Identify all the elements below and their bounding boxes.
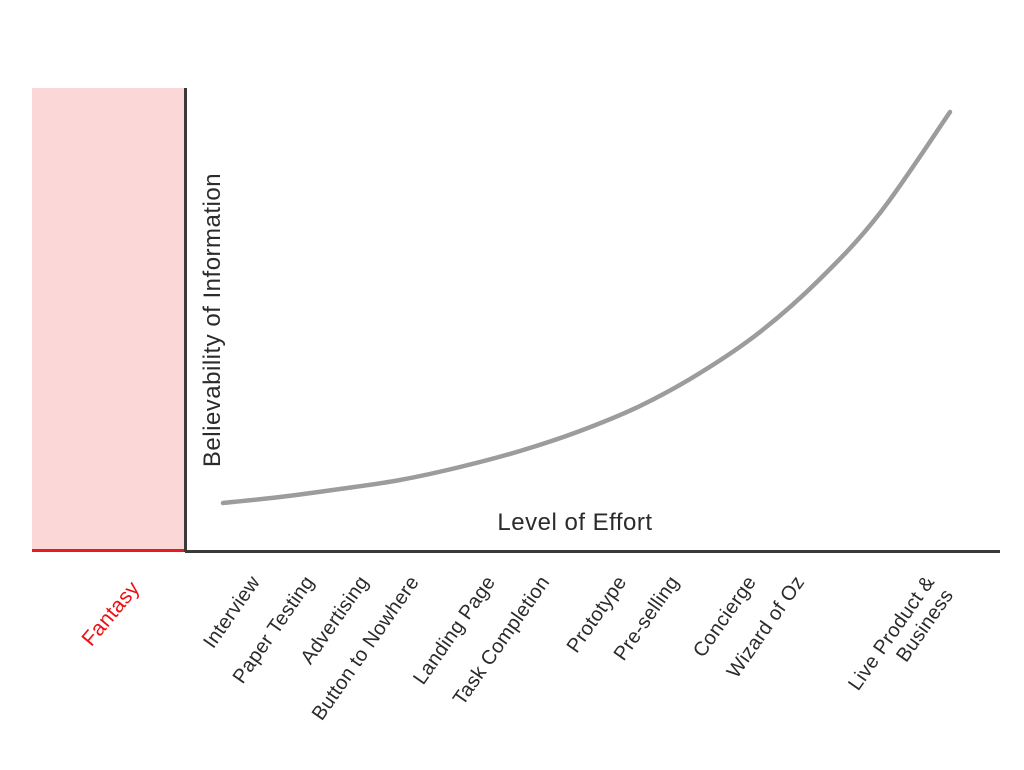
x-axis-title: Level of Effort [497, 509, 653, 536]
fantasy-zone [32, 88, 185, 552]
x-axis-line [185, 550, 1000, 553]
y-axis-title-wrap: Believability of Information [196, 88, 230, 552]
y-axis-title: Believability of Information [199, 172, 227, 468]
believability-curve [220, 109, 953, 506]
y-axis-line [184, 88, 187, 552]
